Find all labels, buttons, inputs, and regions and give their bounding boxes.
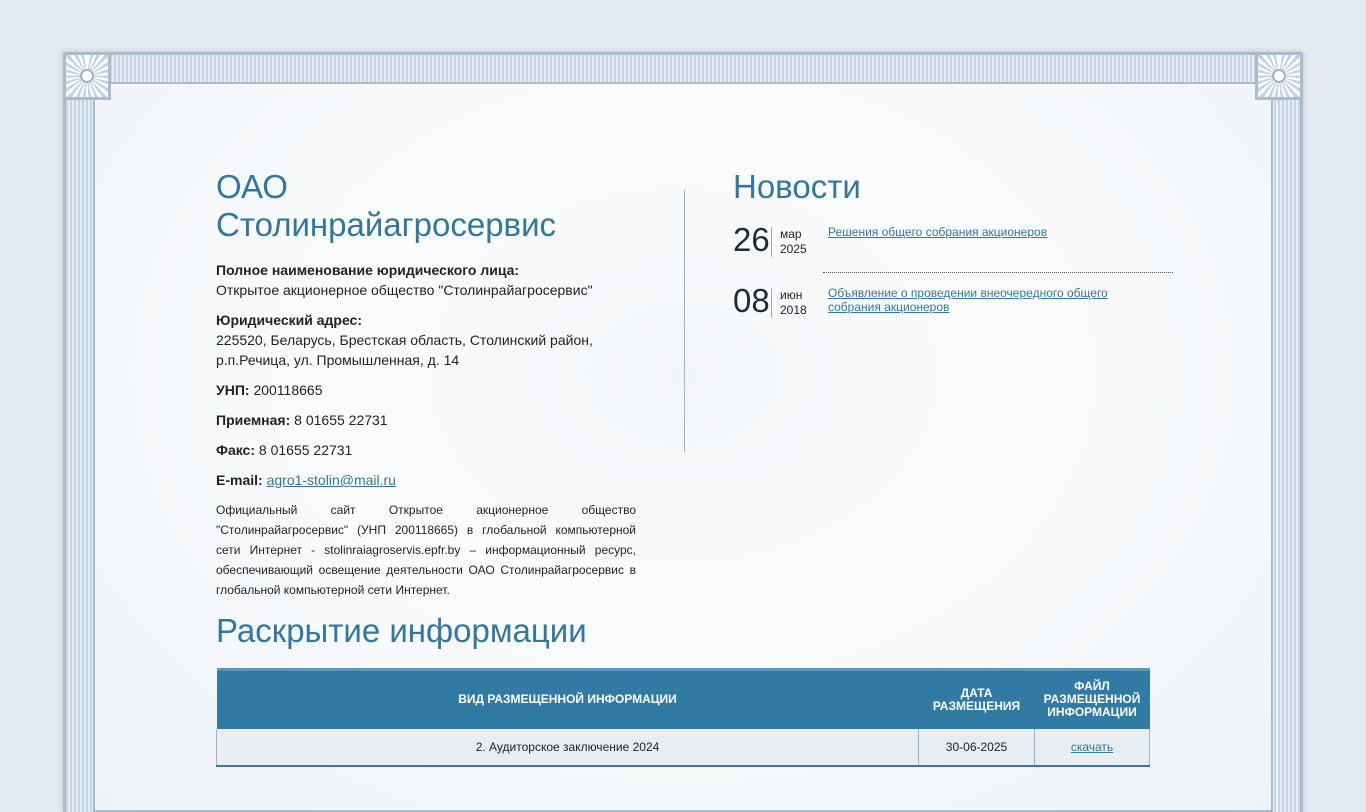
disclosure-title: Раскрытие информации [216, 612, 587, 649]
news-section: Новости 26 мар 2025 Решения общего собран… [733, 168, 1173, 319]
email-link[interactable]: agro1-stolin@mail.ru [266, 472, 396, 488]
column-divider [684, 190, 685, 452]
table-row: 2. Аудиторское заключение 2024 30-06-202… [216, 728, 1150, 767]
news-item: 08 июн 2018 Объявление о проведении внеоч… [733, 283, 1173, 319]
news-link[interactable]: Решения общего собрания акционеров [828, 225, 1048, 239]
corner-ornament-icon [63, 52, 111, 100]
news-link[interactable]: Объявление о проведении внеочередного об… [828, 286, 1108, 314]
disclosure-table: ВИД РАЗМЕЩЕННОЙ ИНФОРМАЦИИ ДАТА РАЗМЕЩЕН… [216, 668, 1150, 767]
site-description: Официальный сайт Открытое акционерное об… [216, 503, 636, 597]
news-title: Новости [733, 168, 861, 205]
company-title: ОАО Столинрайагросервис [216, 168, 557, 243]
reception-phone: 8 01655 22731 [294, 412, 388, 428]
fax: 8 01655 22731 [258, 442, 353, 458]
corner-ornament-icon [1255, 52, 1303, 100]
download-link[interactable]: скачать [1070, 739, 1114, 754]
unp: 200118665 [253, 382, 323, 398]
news-item: 26 мар 2025 Решения общего собрания акцио… [733, 221, 1048, 258]
company-info: ОАО Столинрайагросервис Полное наименова… [216, 168, 636, 600]
full-name: Открытое акционерное общество "Столинрай… [216, 282, 593, 298]
address: 225520, Беларусь, Брестская область, Сто… [216, 332, 593, 368]
news-separator [823, 272, 1173, 273]
